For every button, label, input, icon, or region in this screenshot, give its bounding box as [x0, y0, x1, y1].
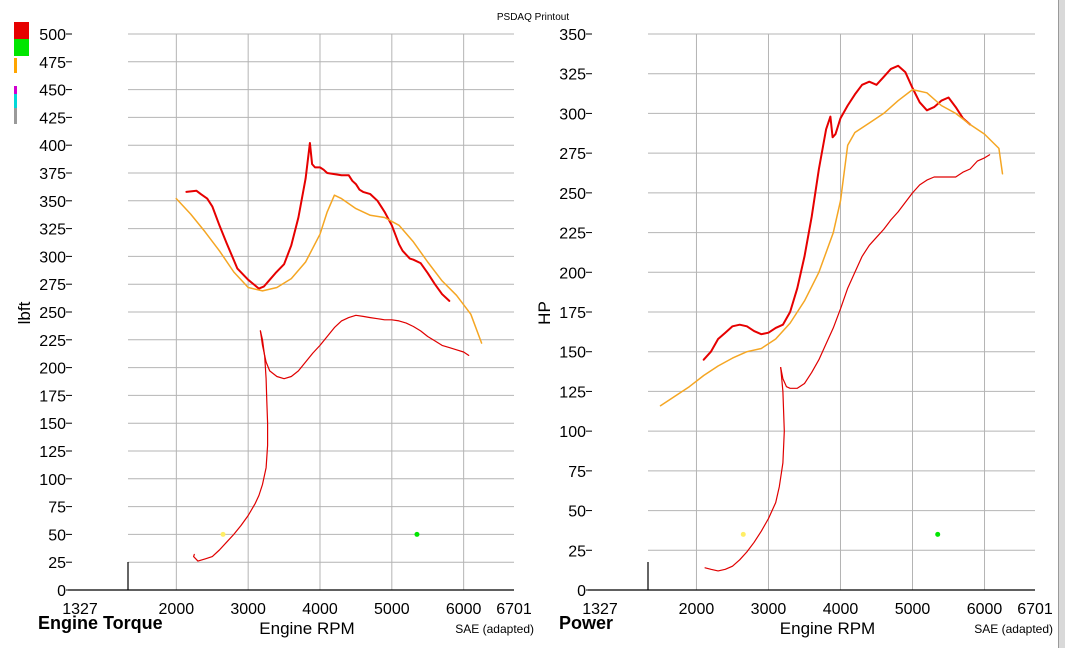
power-y-tick-label: 150 [559, 345, 586, 362]
power-y-axis-title: HP [535, 301, 554, 325]
power-chart: 0 25 50 75 100 125 150 175 200 225 250 275 300 325 350… [535, 27, 1053, 638]
torque-y-tick-label: 450 [39, 83, 66, 100]
power-y-tick-label: 300 [559, 106, 586, 123]
legend-swatch-green [14, 39, 29, 56]
torque-marker-point [220, 531, 226, 537]
torque-y-tick-label: 350 [39, 194, 66, 211]
power-x-tick-label: 2000 [679, 601, 715, 618]
legend-swatch-cyan [14, 94, 17, 108]
torque-y-tick-label: 300 [39, 249, 66, 266]
torque-y-tick-label: 225 [39, 333, 66, 350]
torque-y-tick-label: 100 [39, 472, 66, 489]
power-y-tick-label: 100 [559, 424, 586, 441]
torque-y-tick-label: 400 [39, 138, 66, 155]
power-y-tick-label: 225 [559, 226, 586, 243]
power-series-line-0 [702, 64, 972, 361]
torque-chart: 0 25 50 75 100 125 150 175 200 225 250 275 300 325 350… [15, 27, 534, 638]
torque-marker-point [414, 531, 420, 537]
torque-y-tick-label: 75 [48, 500, 66, 517]
power-y-tick-label: 125 [559, 384, 586, 401]
torque-y-tick-label: 375 [39, 166, 66, 183]
power-x-tick-label: 1327 [582, 601, 618, 618]
power-sae-note: SAE (adapted) [974, 622, 1053, 636]
torque-x-tick-label: 1327 [62, 601, 98, 618]
torque-y-axis-title: lbft [15, 301, 34, 324]
power-y-tick-label: 0 [577, 583, 586, 600]
power-y-tick-label: 350 [559, 27, 586, 44]
power-y-tick-label: 200 [559, 265, 586, 282]
power-x-axis-title: Engine RPM [780, 619, 875, 638]
power-y-tick-label: 275 [559, 146, 586, 163]
torque-x-tick-label: 6000 [446, 601, 482, 618]
power-marker-point [740, 531, 746, 537]
power-y-tick-label: 250 [559, 186, 586, 203]
power-x-tick-label: 3000 [751, 601, 787, 618]
power-y-tick-label: 75 [568, 464, 586, 481]
power-y-tick-label: 50 [568, 504, 586, 521]
torque-y-tick-label: 150 [39, 416, 66, 433]
power-chart-name: Power [559, 613, 613, 633]
torque-series-line-2 [193, 330, 269, 562]
torque-y-tick-label: 475 [39, 55, 66, 72]
power-y-tick-label: 175 [559, 305, 586, 322]
torque-y-tick-label: 125 [39, 444, 66, 461]
torque-y-tick-label: 425 [39, 110, 66, 127]
torque-x-tick-label: 4000 [302, 601, 338, 618]
power-marker-point [935, 531, 941, 537]
torque-chart-name: Engine Torque [38, 613, 163, 633]
legend-swatch-orange [14, 58, 17, 73]
torque-y-tick-label: 325 [39, 222, 66, 239]
torque-y-tick-label: 250 [39, 305, 66, 322]
legend-swatch-gray [14, 108, 17, 124]
legend-swatches [14, 22, 29, 124]
torque-series-line-0 [185, 142, 451, 302]
power-series-line-3 [780, 154, 991, 389]
legend-swatch-magenta [14, 86, 17, 101]
power-series-line-1 [659, 88, 1004, 407]
power-y-tick-label: 325 [559, 67, 586, 84]
torque-x-tick-label: 3000 [230, 601, 266, 618]
power-x-tick-label: 4000 [823, 601, 859, 618]
torque-series-line-1 [175, 194, 483, 344]
torque-series-line-3 [259, 314, 470, 380]
torque-x-tick-label: 2000 [159, 601, 195, 618]
page-title: PSDAQ Printout [497, 12, 569, 23]
torque-x-axis-title: Engine RPM [259, 619, 354, 638]
torque-y-tick-label: 275 [39, 277, 66, 294]
legend-swatch-red [14, 22, 29, 39]
torque-y-tick-label: 0 [57, 583, 66, 600]
torque-y-tick-label: 200 [39, 361, 66, 378]
power-y-tick-label: 25 [568, 543, 586, 560]
torque-y-tick-label: 175 [39, 388, 66, 405]
torque-x-tick-label: 6701 [496, 601, 532, 618]
torque-y-tick-label: 500 [39, 27, 66, 44]
power-series-line-2 [704, 367, 785, 572]
power-x-tick-label: 6701 [1017, 601, 1053, 618]
torque-y-tick-label: 25 [48, 555, 66, 572]
torque-x-tick-label: 5000 [374, 601, 410, 618]
power-x-tick-label: 5000 [895, 601, 931, 618]
power-x-tick-label: 6000 [967, 601, 1003, 618]
torque-sae-note: SAE (adapted) [455, 622, 534, 636]
torque-y-tick-label: 50 [48, 527, 66, 544]
